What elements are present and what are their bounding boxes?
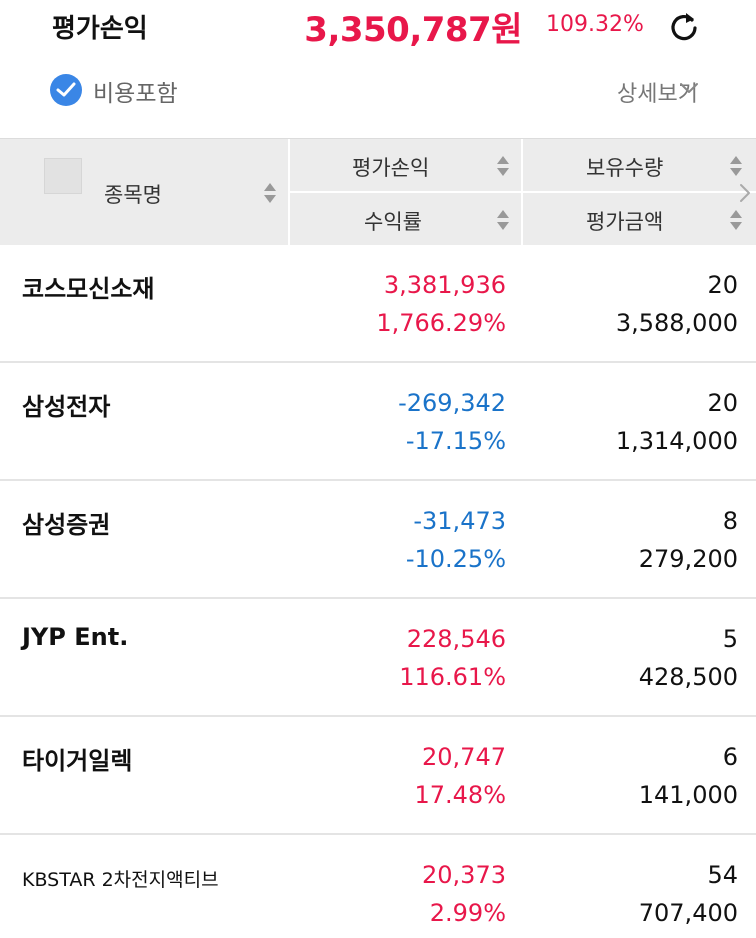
stock-name: JYP Ent. [22,623,129,651]
valuation-value: 707,400 [638,899,738,927]
header-quantity[interactable]: 보유수량 [586,156,664,180]
return-rate-value: -17.15% [405,427,506,455]
profit-loss-value: 3,381,936 [383,271,506,299]
refresh-icon[interactable] [666,8,702,44]
return-rate-value: 17.48% [414,781,506,809]
quantity-value: 6 [722,743,738,771]
stock-name: 코스모신소재 [22,275,155,303]
profit-loss-value: -31,473 [413,507,506,535]
table-row[interactable]: 타이거일렉 20,747 17.48% 6 141,000 [0,717,756,835]
table-row[interactable]: 삼성증권 -31,473 -10.25% 8 279,200 [0,481,756,599]
table-row[interactable]: JYP Ent. 228,546 116.61% 5 428,500 [0,599,756,717]
include-cost-label[interactable]: 비용포함 [93,81,178,107]
check-icon [56,82,76,97]
stock-name: 삼성증권 [22,511,111,539]
valuation-value: 141,000 [638,781,738,809]
stock-name: 타이거일렉 [22,747,133,775]
profit-loss-value: 20,747 [422,743,506,771]
table-row[interactable]: 코스모신소재 3,381,936 1,766.29% 20 3,588,000 [0,245,756,363]
profit-loss-value: -269,342 [398,389,506,417]
valuation-value: 279,200 [638,545,738,573]
profit-loss-value: 20,373 [422,861,506,889]
profit-summary: 평가손익 3,350,787원 109.32% [0,0,756,56]
quantity-value: 8 [722,507,738,535]
sort-icon[interactable] [730,154,742,180]
quantity-value: 20 [707,271,738,299]
header-valuation[interactable]: 평가금액 [586,210,664,234]
quantity-value: 5 [722,625,738,653]
chevron-right-icon[interactable] [738,182,752,204]
return-rate-value: 2.99% [429,899,506,927]
summary-value: 3,350,787원 [304,10,522,50]
quantity-value: 20 [707,389,738,417]
valuation-value: 428,500 [638,663,738,691]
table-row[interactable]: KBSTAR 2차전지액티브 20,373 2.99% 54 707,400 [0,835,756,938]
header-return-rate[interactable]: 수익률 [364,210,422,234]
return-rate-value: -10.25% [405,545,506,573]
return-rate-value: 116.61% [399,663,506,691]
valuation-value: 1,314,000 [615,427,738,455]
stock-name: KBSTAR 2차전지액티브 [22,869,219,891]
sort-icon[interactable] [497,154,509,180]
header-divider [288,139,290,245]
summary-rate: 109.32% [546,12,644,37]
table-row[interactable]: 삼성전자 -269,342 -17.15% 20 1,314,000 [0,363,756,481]
sort-icon[interactable] [264,181,276,207]
table-header: 종목명 평가손익 수익률 보유수량 평가금액 [0,138,756,245]
summary-label: 평가손익 [52,14,148,44]
column-setting-icon[interactable] [44,158,82,194]
profit-loss-value: 228,546 [406,625,506,653]
chevron-down-icon[interactable] [678,80,700,96]
header-name[interactable]: 종목명 [104,183,162,207]
stock-name: 삼성전자 [22,393,111,421]
valuation-value: 3,588,000 [615,309,738,337]
sort-icon[interactable] [497,208,509,234]
include-cost-checkbox[interactable] [50,74,82,106]
sort-icon[interactable] [730,208,742,234]
header-divider [290,191,756,193]
quantity-value: 54 [707,861,738,889]
return-rate-value: 1,766.29% [376,309,506,337]
header-profit-loss[interactable]: 평가손익 [352,156,430,180]
